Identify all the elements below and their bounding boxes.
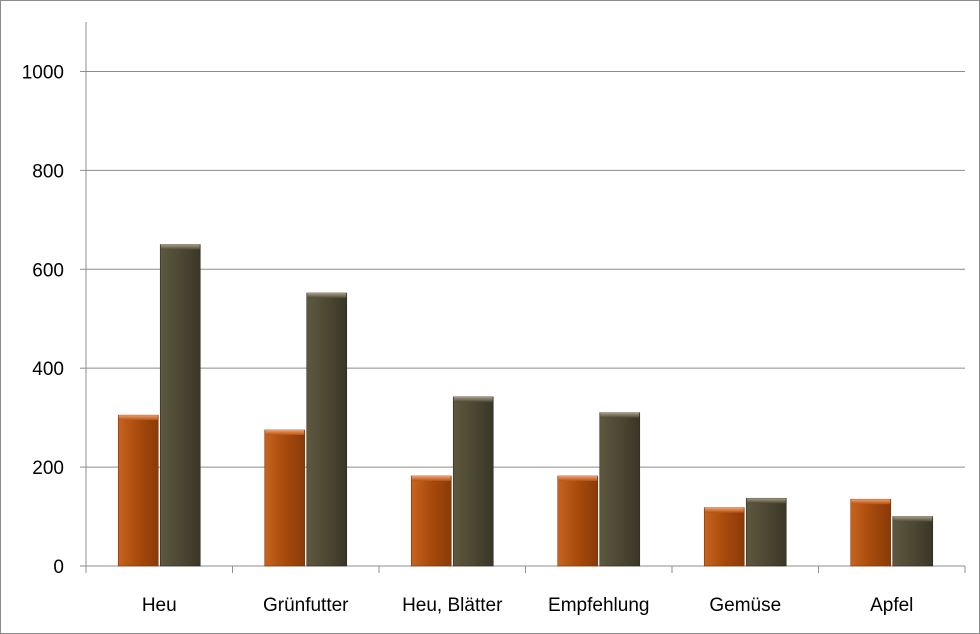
bar-series-1	[117, 414, 159, 567]
bar-series-2	[306, 292, 348, 567]
labels: 0 200 400 600 800 1000 Heu Grünfutter Heu, Blätt…	[22, 62, 914, 616]
bar-highlight	[265, 430, 305, 435]
bar-highlight	[307, 293, 347, 299]
bar-highlight	[851, 499, 891, 505]
bar-highlight	[160, 244, 200, 250]
x-category-label: Apfel	[870, 595, 913, 616]
bar-series-2	[599, 412, 641, 567]
y-tick-label: 1000	[22, 62, 64, 83]
gridlines	[86, 70, 965, 468]
bar-series-1	[703, 507, 745, 567]
bar-highlight	[704, 507, 744, 513]
x-category-label: Empfehlung	[548, 595, 649, 616]
bar-highlight	[453, 396, 493, 402]
x-category-label: Grünfutter	[263, 595, 349, 616]
y-tick-label: 800	[32, 161, 64, 182]
bar-highlight	[118, 415, 158, 421]
bars	[117, 244, 934, 567]
bar-series-1	[850, 498, 892, 567]
x-category-label: Gemüse	[709, 595, 781, 616]
bar-series-1	[264, 429, 306, 567]
y-tick-label: 600	[32, 260, 64, 281]
bar-series-1	[557, 475, 599, 567]
bar-highlight	[558, 475, 598, 481]
bar-highlight	[600, 412, 640, 418]
bar-series-1	[410, 475, 452, 567]
bar-highlight	[411, 475, 451, 481]
axes	[80, 22, 966, 573]
bar-highlight	[746, 498, 786, 504]
y-tick-label: 0	[53, 557, 64, 578]
x-category-label: Heu	[142, 595, 177, 616]
bar-series-2	[159, 244, 201, 567]
bar-series-2	[892, 516, 934, 567]
bar-series-2	[452, 396, 494, 567]
bar-highlight	[893, 516, 933, 522]
bar-series-2	[745, 497, 787, 567]
y-tick-label: 200	[32, 458, 64, 479]
y-tick-label: 400	[32, 359, 64, 380]
x-category-label: Heu, Blätter	[402, 595, 503, 616]
